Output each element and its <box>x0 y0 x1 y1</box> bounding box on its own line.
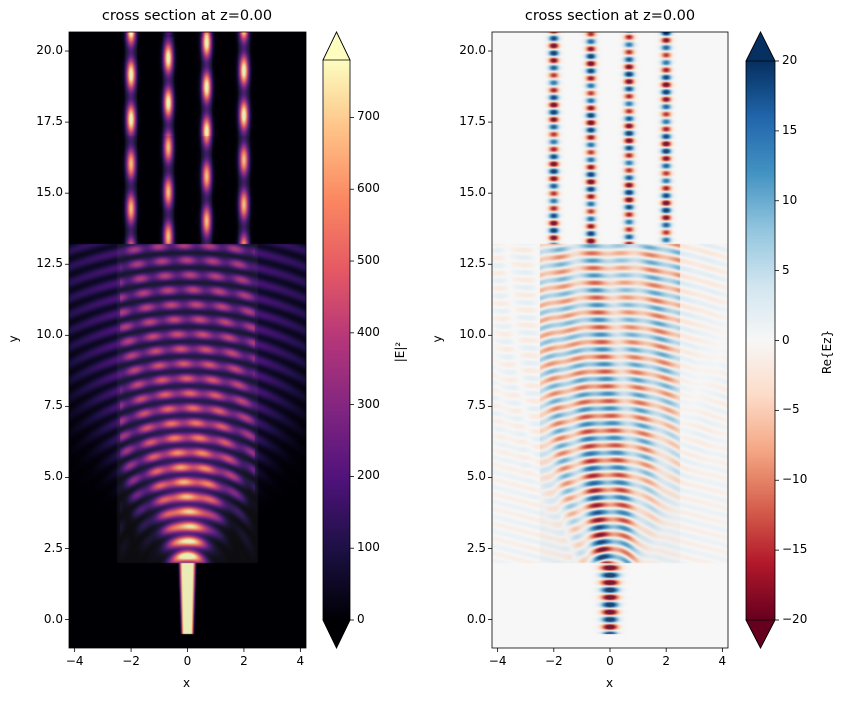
left-colorbar-tick-label: 0 <box>357 612 365 626</box>
right-colorbar-tick-label: 20 <box>782 53 798 67</box>
right-ytick-label: 2.5 <box>466 540 486 555</box>
left-ytick-label: 5.0 <box>43 469 63 484</box>
right-colorbar-tick-label: 10 <box>782 192 798 207</box>
right-colorbar-gradient <box>746 61 775 620</box>
left-x-axis-label: x <box>183 676 191 690</box>
left-ytick-label: 10.0 <box>36 327 63 342</box>
right-ytick-label: 15.0 <box>459 185 486 200</box>
left-ytick-label: 20.0 <box>36 43 63 58</box>
right-xtick-label: 4 <box>718 654 727 668</box>
right-xtick-label: −2 <box>544 654 563 668</box>
right-ytick-label: 7.5 <box>466 398 486 413</box>
right-ytick-label: 20.0 <box>459 43 486 58</box>
left-colorbar-extend-max <box>322 31 351 61</box>
left-ytick-label: 2.5 <box>43 540 63 555</box>
right-colorbar-tick-label: 0 <box>782 332 790 347</box>
right-x-axis-label: x <box>606 676 614 690</box>
left-xtick-label: −4 <box>65 654 84 668</box>
left-colorbar-gradient <box>323 60 350 620</box>
left-colorbar-tick-label: 700 <box>357 109 380 124</box>
left-colorbar-tick-label: 400 <box>357 324 380 339</box>
left-xtick-label: 2 <box>240 654 248 668</box>
left-ytick-label: 15.0 <box>36 185 63 200</box>
right-colorbar-tick-label: 15 <box>782 122 798 137</box>
right-ytick-label: 17.5 <box>459 114 486 129</box>
right-y-axis-label: y <box>430 335 445 343</box>
right-ytick-label: 0.0 <box>466 611 486 626</box>
left-ytick-label: 17.5 <box>36 114 63 129</box>
left-ytick-label: 0.0 <box>43 611 63 626</box>
left-ytick-label: 12.5 <box>36 256 63 271</box>
right-plot-title: cross section at z=0.00 <box>524 8 696 24</box>
left-ytick-label: 7.5 <box>43 398 63 413</box>
left-colorbar-outline <box>322 31 351 649</box>
left-xtick-label: 4 <box>296 654 305 668</box>
left-y-axis-label: y <box>6 335 21 343</box>
right-colorbar-extend-max <box>745 31 776 62</box>
right-ytick-label: 12.5 <box>459 256 486 271</box>
left-colorbar-tick-label: 600 <box>357 181 380 196</box>
right-colorbar-tick-label: 5 <box>782 262 790 277</box>
left-colorbar-extend-min <box>322 619 351 649</box>
right-colorbar-tick-label: −5 <box>782 402 800 417</box>
right-colorbar-extend-min <box>745 619 776 649</box>
right-ytick-label: 5.0 <box>466 469 486 484</box>
right-xtick-label: 2 <box>662 654 671 668</box>
right-ez-heatmap <box>492 32 728 648</box>
left-axes-frame <box>68 31 307 649</box>
left-colorbar-tick-label: 200 <box>357 468 380 483</box>
right-ytick-label: 10.0 <box>459 327 486 342</box>
left-plot-title: cross section at z=0.00 <box>101 8 273 24</box>
left-colorbar-tick-label: 100 <box>357 540 380 555</box>
right-colorbar-tick-label: −15 <box>782 542 808 557</box>
left-colorbar-tick-label: 500 <box>357 253 380 268</box>
left-xtick-label: −2 <box>122 654 140 668</box>
right-colorbar-label: Re{Ez} <box>820 329 835 375</box>
left-colorbar-tick-label: 300 <box>357 396 380 411</box>
left-intensity-heatmap <box>69 32 306 648</box>
left-colorbar-label: |E|² <box>393 341 408 363</box>
right-xtick-label: 0 <box>606 654 614 668</box>
right-colorbar-tick-label: −20 <box>782 612 808 626</box>
left-xtick-label: 0 <box>183 654 192 668</box>
right-colorbar-tick-label: −10 <box>782 472 808 487</box>
right-axes-frame <box>491 31 729 649</box>
right-xtick-label: −4 <box>488 654 507 668</box>
right-colorbar-outline <box>745 31 776 649</box>
